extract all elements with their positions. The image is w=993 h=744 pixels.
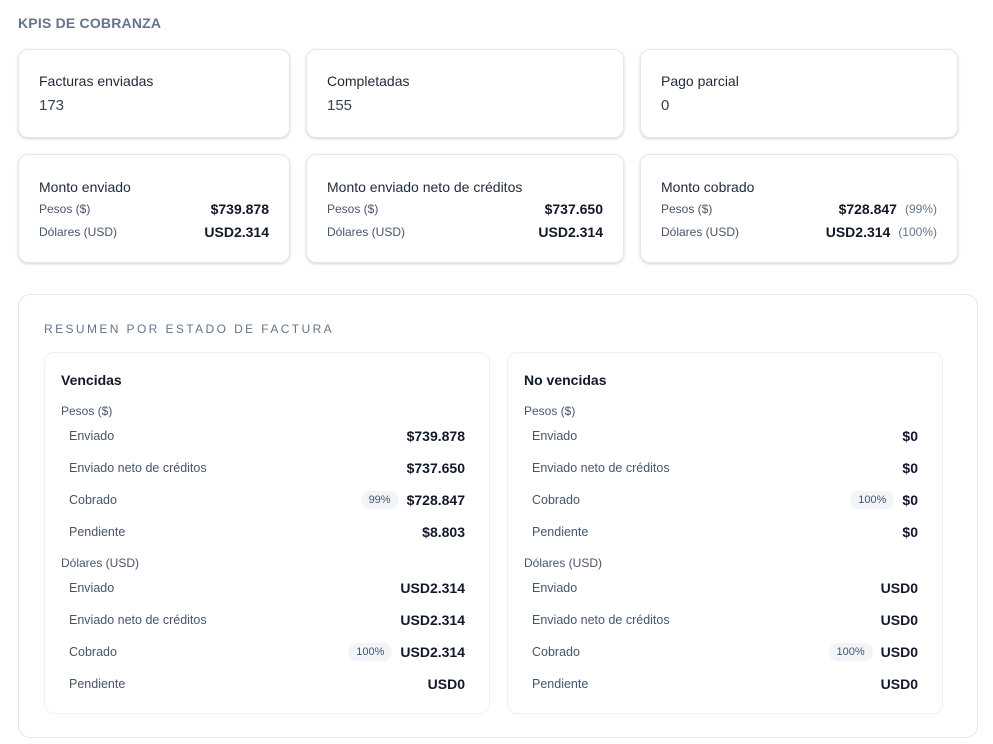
money-card-title: Monto enviado neto de créditos: [327, 179, 523, 195]
summary-row: Cobrado 99% $728.847: [69, 489, 465, 511]
money-card-monto-cobrado: Monto cobrado Pesos ($) $728.847 (99%) D…: [640, 154, 958, 263]
money-row-usd: Dólares (USD) USD2.314: [39, 223, 269, 241]
money-row-label: Pesos ($): [327, 202, 379, 216]
group-label-pesos: Pesos ($): [524, 404, 576, 418]
group-label-usd: Dólares (USD): [524, 556, 603, 570]
row-label: Pendiente: [532, 525, 589, 539]
kpi-label: Completadas: [327, 73, 410, 89]
row-label: Pendiente: [69, 677, 126, 691]
row-value: USD0: [427, 676, 465, 692]
row-value: $8.803: [422, 524, 465, 540]
summary-row: Enviado $739.878: [69, 425, 465, 447]
money-row-label: Pesos ($): [661, 202, 713, 216]
summary-row: Enviado neto de créditos $0: [532, 457, 918, 479]
row-label: Cobrado: [69, 645, 117, 659]
panel-title: Vencidas: [61, 372, 122, 388]
row-value: USD0: [880, 612, 918, 628]
row-label: Cobrado: [69, 493, 117, 507]
group-label-usd: Dólares (USD): [61, 556, 140, 570]
kpi-label: Pago parcial: [661, 73, 739, 89]
row-label: Pendiente: [69, 525, 126, 539]
money-row-value: $737.650: [544, 201, 603, 217]
row-label: Enviado: [69, 581, 115, 595]
percent-badge: 100%: [850, 491, 895, 509]
money-row-pesos: Pesos ($) $737.650: [327, 200, 603, 218]
row-label: Enviado: [532, 429, 578, 443]
money-row-pesos: Pesos ($) $739.878: [39, 200, 269, 218]
money-row-percent: (100%): [898, 225, 937, 239]
row-value: USD2.314: [400, 644, 465, 660]
row-label: Enviado neto de créditos: [69, 461, 207, 475]
panel-no-vencidas: No vencidas Pesos ($) Enviado $0 Enviado…: [507, 352, 943, 714]
row-value: $0: [902, 524, 918, 540]
kpi-card-completadas: Completadas 155: [306, 49, 624, 138]
row-value: $737.650: [406, 460, 465, 476]
panel-vencidas: Vencidas Pesos ($) Enviado $739.878 Envi…: [44, 352, 490, 714]
summary-row: Enviado neto de créditos $737.650: [69, 457, 465, 479]
money-row-value: $739.878: [210, 201, 269, 217]
row-label: Enviado: [532, 581, 578, 595]
kpi-card-facturas-enviadas: Facturas enviadas 173: [18, 49, 290, 138]
money-row-label: Pesos ($): [39, 202, 91, 216]
kpi-card-pago-parcial: Pago parcial 0: [640, 49, 958, 138]
money-row-value: $728.847: [838, 201, 897, 217]
summary-section: RESUMEN POR ESTADO DE FACTURA Vencidas P…: [18, 294, 978, 738]
panel-title: No vencidas: [524, 372, 607, 388]
row-value: $0: [902, 460, 918, 476]
money-row-label: Dólares (USD): [39, 225, 118, 239]
money-card-monto-neto: Monto enviado neto de créditos Pesos ($)…: [306, 154, 624, 263]
row-label: Cobrado: [532, 493, 580, 507]
group-label-pesos: Pesos ($): [61, 404, 113, 418]
money-row-usd: Dólares (USD) USD2.314 (100%): [661, 223, 937, 241]
money-row-label: Dólares (USD): [327, 225, 406, 239]
summary-row: Cobrado 100% $0: [532, 489, 918, 511]
summary-row: Cobrado 100% USD0: [532, 641, 918, 663]
percent-badge: 100%: [828, 643, 873, 661]
row-label: Pendiente: [532, 677, 589, 691]
summary-row: Enviado neto de créditos USD2.314: [69, 609, 465, 631]
money-card-monto-enviado: Monto enviado Pesos ($) $739.878 Dólares…: [18, 154, 290, 263]
summary-row: Pendiente $0: [532, 521, 918, 543]
percent-badge: 100%: [348, 643, 393, 661]
kpi-value: 155: [327, 97, 353, 114]
money-card-title: Monto enviado: [39, 179, 131, 195]
percent-badge: 99%: [360, 491, 399, 509]
summary-row: Enviado $0: [532, 425, 918, 447]
page-title: KPIS DE COBRANZA: [18, 15, 162, 31]
kpi-value: 0: [661, 97, 670, 114]
row-label: Cobrado: [532, 645, 580, 659]
row-value: USD0: [880, 580, 918, 596]
money-row-label: Dólares (USD): [661, 225, 740, 239]
row-label: Enviado neto de créditos: [69, 613, 207, 627]
row-value: USD0: [880, 644, 918, 660]
row-value: $0: [902, 492, 918, 508]
kpi-value: 173: [39, 97, 65, 114]
money-row-value: USD2.314: [204, 224, 269, 240]
row-label: Enviado neto de créditos: [532, 461, 670, 475]
summary-row: Pendiente $8.803: [69, 521, 465, 543]
summary-row: Enviado neto de créditos USD0: [532, 609, 918, 631]
kpi-label: Facturas enviadas: [39, 73, 154, 89]
row-label: Enviado neto de créditos: [532, 613, 670, 627]
money-row-usd: Dólares (USD) USD2.314: [327, 223, 603, 241]
row-value: USD0: [880, 676, 918, 692]
summary-row: Enviado USD0: [532, 577, 918, 599]
summary-row: Pendiente USD0: [69, 673, 465, 695]
money-card-title: Monto cobrado: [661, 179, 755, 195]
row-value: $739.878: [406, 428, 465, 444]
summary-row: Pendiente USD0: [532, 673, 918, 695]
money-row-value: USD2.314: [538, 224, 603, 240]
row-value: USD2.314: [400, 612, 465, 628]
money-row-percent: (99%): [904, 202, 937, 216]
row-value: USD2.314: [400, 580, 465, 596]
money-row-pesos: Pesos ($) $728.847 (99%): [661, 200, 937, 218]
money-row-value: USD2.314: [825, 224, 891, 240]
summary-row: Cobrado 100% USD2.314: [69, 641, 465, 663]
row-value: $0: [902, 428, 918, 444]
summary-title: RESUMEN POR ESTADO DE FACTURA: [44, 322, 335, 336]
row-value: $728.847: [406, 492, 465, 508]
row-label: Enviado: [69, 429, 115, 443]
summary-row: Enviado USD2.314: [69, 577, 465, 599]
